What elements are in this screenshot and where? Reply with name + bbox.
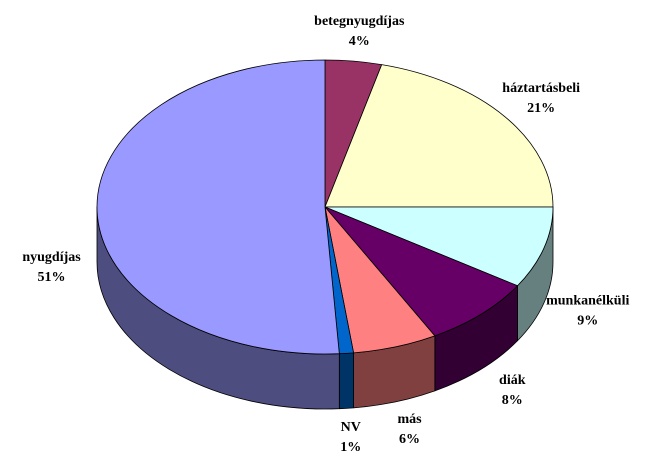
slice-label: munkanélküli [546,293,629,308]
slice-label: NV [341,420,361,435]
slice-label: más [397,412,422,427]
slice-value-label: 51% [38,270,66,285]
slice-value-label: 8% [502,393,523,408]
pie-slice-side [338,352,354,410]
slice-label: diák [499,373,526,388]
slice-value-label: 9% [577,313,598,328]
slice-label: betegnyugdíjas [314,14,405,29]
pie-slice [96,59,340,355]
slice-value-label: 1% [340,440,361,455]
slice-label: nyugdíjas [22,250,81,265]
slice-value-label: 21% [527,101,555,116]
slice-value-label: 6% [399,432,420,447]
pie-slice [324,206,518,337]
pie-slice [324,206,554,287]
slice-value-label: 4% [349,34,370,49]
slice-label: háztartásbeli [502,81,580,96]
pie-slice [324,64,554,208]
